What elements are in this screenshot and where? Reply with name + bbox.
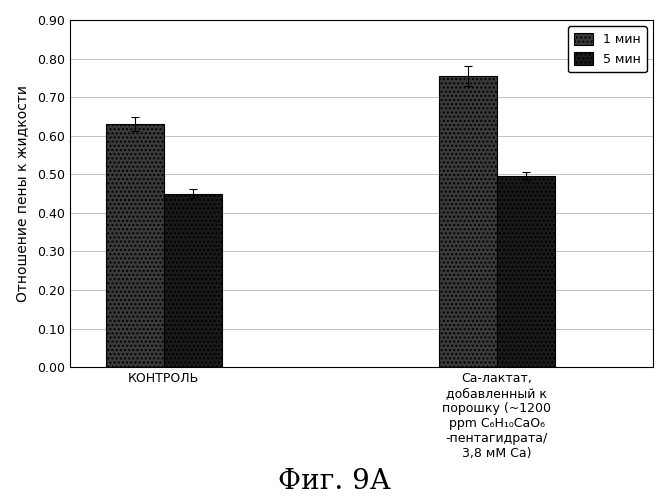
Y-axis label: Отношение пены к жидкости: Отношение пены к жидкости bbox=[15, 85, 29, 302]
Bar bbox=[164, 194, 222, 367]
Text: Фиг. 9А: Фиг. 9А bbox=[278, 468, 390, 495]
Bar bbox=[106, 124, 164, 367]
Bar bbox=[497, 176, 555, 367]
Legend: 1 мин, 5 мин: 1 мин, 5 мин bbox=[568, 26, 647, 72]
Bar bbox=[439, 76, 497, 367]
